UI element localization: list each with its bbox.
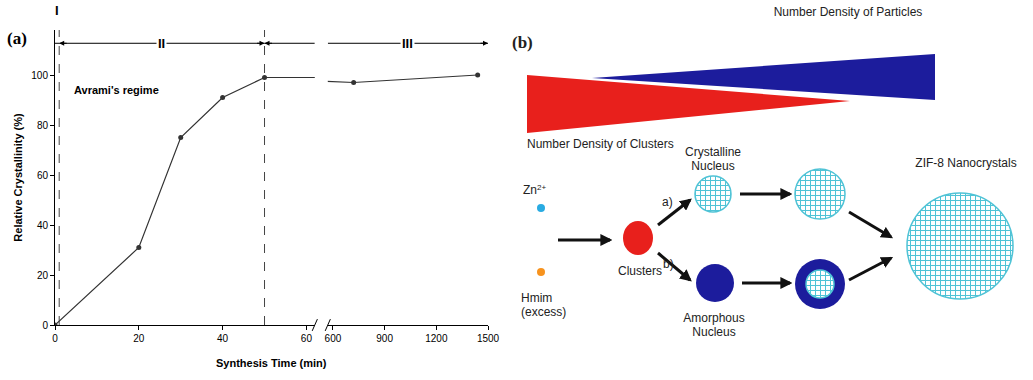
- svg-text:0: 0: [42, 320, 48, 331]
- svg-text:Crystalline: Crystalline: [685, 145, 741, 159]
- svg-text:Hmim: Hmim: [521, 291, 552, 305]
- svg-text:(b): (b): [512, 33, 533, 52]
- svg-text:60: 60: [301, 333, 313, 344]
- svg-text:Clusters: Clusters: [618, 264, 662, 278]
- svg-text:Zn2+: Zn2+: [523, 183, 546, 198]
- svg-text:1200: 1200: [425, 333, 448, 344]
- svg-text:b): b): [663, 257, 674, 271]
- svg-text:20: 20: [133, 333, 145, 344]
- svg-text:(a): (a): [7, 29, 27, 48]
- svg-text:Nucleus: Nucleus: [691, 159, 734, 173]
- svg-text:60: 60: [37, 170, 49, 181]
- svg-text:100: 100: [31, 70, 48, 81]
- svg-text:0: 0: [52, 333, 58, 344]
- svg-text:II: II: [158, 36, 165, 51]
- svg-text:40: 40: [217, 333, 229, 344]
- svg-text:I: I: [55, 3, 59, 18]
- svg-text:Number Density of Clusters: Number Density of Clusters: [527, 137, 674, 151]
- svg-text:Avrami's regime: Avrami's regime: [74, 84, 159, 96]
- svg-text:Relative Crystallinity (%): Relative Crystallinity (%): [12, 113, 24, 242]
- svg-text:Amorphous: Amorphous: [683, 311, 744, 325]
- svg-text:Synthesis Time (min): Synthesis Time (min): [216, 357, 327, 369]
- svg-text:ZIF-8 Nanocrystals: ZIF-8 Nanocrystals: [915, 156, 1016, 170]
- svg-text:20: 20: [37, 270, 49, 281]
- svg-text:Nucleus: Nucleus: [692, 325, 735, 339]
- svg-text:40: 40: [37, 220, 49, 231]
- svg-text:(excess): (excess): [521, 305, 566, 319]
- svg-text:600: 600: [325, 333, 342, 344]
- svg-text:III: III: [402, 36, 413, 51]
- svg-text:900: 900: [376, 333, 393, 344]
- svg-text:a): a): [662, 195, 673, 209]
- svg-text:Number Density of Particles: Number Density of Particles: [774, 5, 923, 19]
- svg-text:1500: 1500: [477, 333, 500, 344]
- svg-text:80: 80: [37, 120, 49, 131]
